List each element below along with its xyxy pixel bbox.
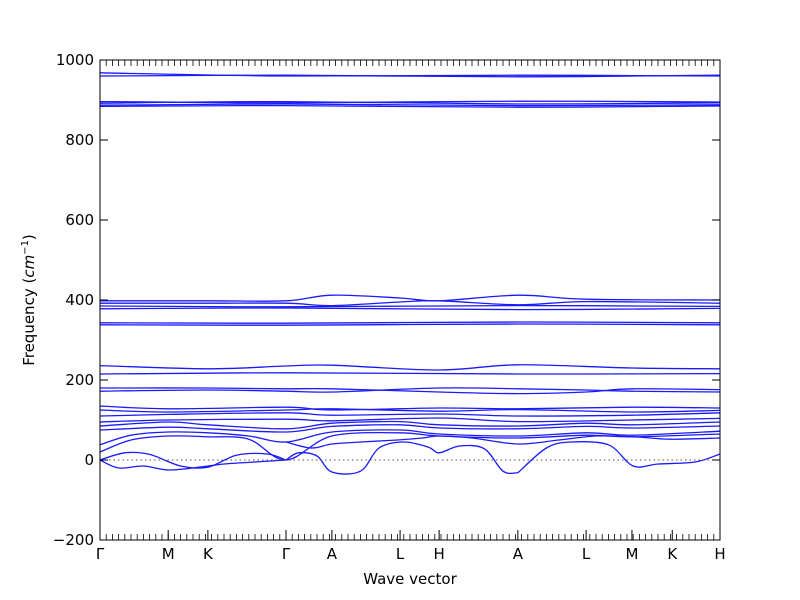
x-tick-label: K [667, 545, 678, 563]
band-line-4 [99, 100, 721, 105]
band-line-26 [99, 459, 287, 471]
band-line-19 [99, 412, 721, 417]
band-line-2 [99, 74, 721, 78]
y-axis-ticks: −200 0 200 400 600 800 1000 [53, 51, 720, 549]
y-axis-label-exponent: −1 [20, 240, 31, 255]
band-line-21 [99, 420, 721, 430]
band-line-18 [99, 408, 721, 413]
y-tick-label: 1000 [56, 51, 94, 69]
band-line-6 [99, 104, 721, 108]
y-tick-label: 200 [65, 371, 94, 389]
x-tick-label: M [162, 545, 175, 563]
x-tick-label: Γ [282, 545, 291, 563]
x-tick-label: H [714, 545, 725, 563]
band-line-12 [99, 323, 721, 326]
x-tick-label: K [203, 545, 214, 563]
band-line-17 [99, 405, 721, 411]
x-tick-label: A [513, 545, 524, 563]
y-tick-label: 400 [65, 291, 94, 309]
y-tick-label: 800 [65, 131, 94, 149]
band-line-16 [99, 387, 721, 393]
x-tick-label: A [327, 545, 338, 563]
band-line-8 [100, 300, 721, 307]
band-line-9 [99, 304, 721, 308]
band-line-23 [99, 429, 721, 446]
band-line-28 [517, 440, 721, 474]
x-axis-label: Wave vector [363, 570, 457, 588]
y-tick-label: −200 [53, 531, 94, 549]
band-line-5 [99, 103, 721, 107]
x-tick-label: Γ [96, 545, 105, 563]
y-axis-label-unit: cm [20, 255, 38, 278]
x-tick-label: M [625, 545, 638, 563]
y-axis-label-close: ) [20, 234, 38, 240]
band-line-24 [99, 431, 721, 461]
band-line-10 [99, 307, 721, 311]
x-tick-label: L [582, 545, 591, 563]
band-line-15 [99, 387, 721, 395]
y-axis-label-text: Frequency ( [20, 278, 38, 366]
band-line-20 [99, 417, 721, 423]
y-tick-label: 0 [84, 451, 94, 469]
band-lines [99, 72, 721, 475]
x-tick-label: H [433, 545, 444, 563]
band-line-29 [285, 435, 721, 449]
y-axis-label: Frequency (cm−1) [20, 234, 38, 366]
band-line-14 [99, 372, 721, 375]
band-line-22 [99, 424, 721, 433]
band-line-7 [99, 294, 721, 302]
x-tick-label: L [396, 545, 405, 563]
band-line-11 [99, 321, 721, 324]
band-line-13 [99, 364, 721, 371]
band-line-27 [285, 441, 518, 475]
y-tick-label: 600 [65, 211, 94, 229]
